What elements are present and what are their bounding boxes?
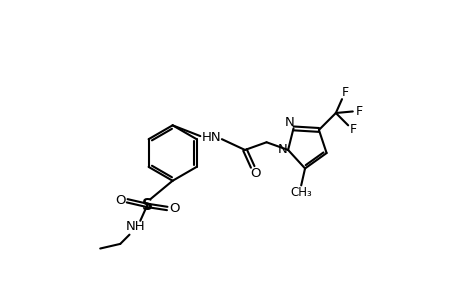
Text: F: F (349, 123, 356, 136)
Text: S: S (141, 198, 152, 213)
Text: CH₃: CH₃ (290, 186, 311, 199)
Text: HN: HN (201, 131, 220, 144)
Text: O: O (168, 202, 179, 215)
Text: O: O (115, 194, 125, 207)
Text: N: N (277, 143, 287, 156)
Text: F: F (355, 105, 362, 118)
Text: NH: NH (126, 220, 145, 233)
Text: O: O (250, 167, 260, 180)
Text: N: N (284, 116, 294, 129)
Text: F: F (341, 86, 348, 99)
